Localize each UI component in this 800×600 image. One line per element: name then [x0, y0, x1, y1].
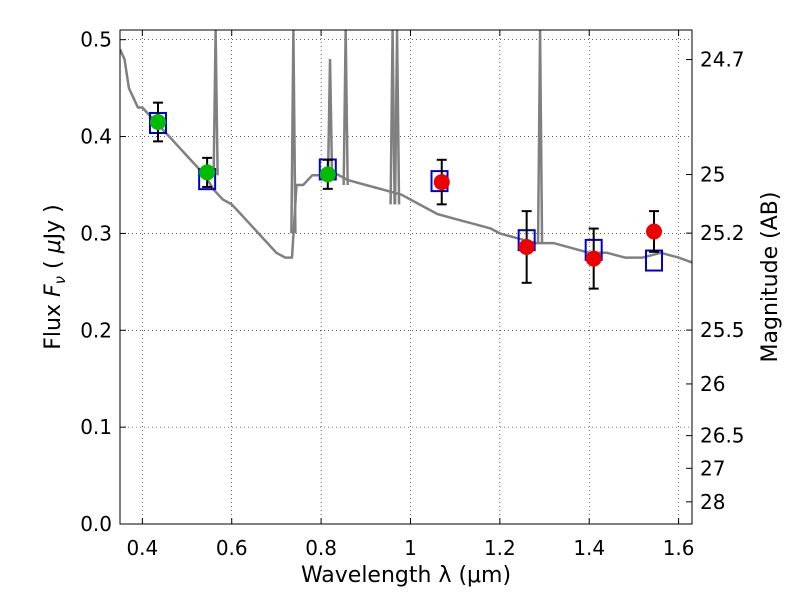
x-tick-label: 0.6	[216, 536, 248, 560]
right-axis-tick-label: 27	[700, 456, 725, 480]
observed-flux-point	[518, 238, 535, 255]
x-tick-label: 1.4	[573, 536, 605, 560]
observed-flux-point	[433, 174, 450, 191]
y-tick-label: 0.5	[80, 28, 112, 52]
spectrum-emission-line	[393, 30, 401, 205]
spectrum-emission-line	[536, 30, 544, 244]
right-axis: 24.7 25 25.2 25.5 26 26.5 27 28	[686, 48, 745, 514]
y-axis: 0.0 0.1 0.2 0.3 0.4 0.5	[80, 28, 126, 536]
observed-flux-point	[646, 223, 663, 240]
right-axis-tick-label: 25.2	[700, 221, 745, 245]
right-axis-tick-label: 24.7	[700, 48, 745, 72]
x-tick-label: 1	[404, 536, 417, 560]
right-axis-tick-label: 28	[700, 490, 725, 514]
observed-flux-point	[199, 164, 216, 181]
plot-area	[120, 30, 692, 290]
observed-flux-point	[585, 250, 602, 267]
plot-frame	[119, 29, 693, 525]
plot-background	[120, 30, 692, 524]
spectrum-emission-line	[326, 59, 334, 176]
spectrum-emission-line	[342, 30, 349, 185]
x-tick-label: 1.6	[663, 536, 695, 560]
right-axis-tick-label: 25	[700, 163, 725, 187]
right-axis-label: Magnitude (AB)	[758, 192, 783, 363]
y-tick-label: 0.1	[80, 415, 112, 439]
y-tick-label: 0.3	[80, 221, 112, 245]
spectrum-emission-line	[389, 30, 396, 205]
observed-flux-point	[149, 114, 166, 131]
x-axis-label: Wavelength λ (μm)	[301, 563, 511, 588]
x-tick-label: 0.4	[126, 536, 158, 560]
y-tick-label: 0.0	[80, 512, 112, 536]
right-axis-tick-label: 26	[700, 372, 725, 396]
y-tick-label: 0.4	[80, 125, 112, 149]
model-spectrum-line	[120, 48, 692, 264]
right-axis-tick-label: 25.5	[700, 318, 745, 342]
right-axis-tick-label: 26.5	[700, 424, 745, 448]
observed-flux-point	[319, 166, 336, 183]
y-axis-label: Flux Fν ( μJy )	[41, 204, 69, 349]
x-axis: 0.4 0.6 0.8 1 1.2 1.4 1.6	[126, 30, 695, 560]
x-tick-label: 0.8	[305, 536, 337, 560]
x-tick-label: 1.2	[484, 536, 516, 560]
spectrum-emission-line	[290, 30, 297, 234]
y-tick-label: 0.2	[80, 318, 112, 342]
spectrum-emission-line	[212, 30, 219, 176]
